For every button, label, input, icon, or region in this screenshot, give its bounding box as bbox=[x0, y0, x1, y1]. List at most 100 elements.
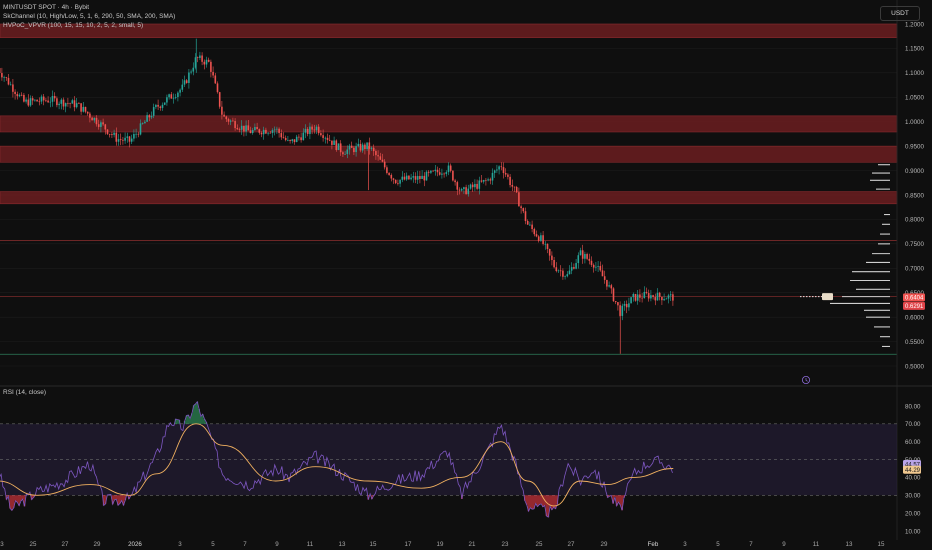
price-axis-tick-label: 1.1500 bbox=[905, 46, 924, 53]
candle-body bbox=[388, 172, 390, 175]
resistance-zone[interactable] bbox=[0, 115, 898, 133]
poc-marker[interactable] bbox=[822, 293, 833, 301]
candle-body bbox=[456, 182, 459, 190]
candle-body bbox=[469, 184, 472, 189]
candle-body bbox=[254, 127, 256, 131]
indicator-hvpoc-label[interactable]: HVPoC_VPVR (100, 15, 15, 10, 2, 5, 2, sm… bbox=[3, 22, 144, 29]
rsi-panel-label[interactable]: RSI (14, close) bbox=[3, 389, 46, 396]
candle-body bbox=[447, 165, 450, 173]
candle-body bbox=[443, 173, 445, 175]
candle-body bbox=[278, 128, 280, 134]
candle-body bbox=[597, 265, 599, 267]
candle-body bbox=[496, 169, 498, 171]
candle-body bbox=[124, 137, 126, 141]
candle-body bbox=[133, 134, 135, 139]
candle-body bbox=[155, 104, 157, 108]
candle-body bbox=[430, 170, 432, 173]
candle-body bbox=[5, 77, 8, 78]
x-axis-tick-label: 29 bbox=[601, 541, 608, 548]
candle-body bbox=[172, 97, 175, 99]
rsi-line[interactable] bbox=[0, 400, 673, 518]
candle-body bbox=[555, 267, 558, 272]
alert-clock-icon[interactable] bbox=[802, 375, 811, 384]
candle-body bbox=[634, 293, 637, 301]
secondary-price-label-bg bbox=[903, 301, 925, 310]
x-axis-tick-label: 3 bbox=[178, 541, 182, 548]
candle-body bbox=[177, 92, 179, 98]
candle-body bbox=[161, 104, 164, 108]
candle-body bbox=[337, 143, 340, 151]
x-axis-tick-label: 13 bbox=[339, 541, 346, 548]
candle-body bbox=[262, 129, 265, 135]
candle-body bbox=[179, 89, 181, 93]
candle-body bbox=[617, 302, 619, 306]
candle-body bbox=[672, 294, 674, 301]
candle-body bbox=[592, 264, 595, 268]
candle-body bbox=[91, 117, 93, 121]
candle-body bbox=[557, 270, 560, 272]
currency-unit-button[interactable]: USDT bbox=[880, 6, 920, 21]
candle-body bbox=[403, 176, 406, 180]
rsi-ma-line[interactable] bbox=[0, 423, 674, 507]
candle-body bbox=[460, 189, 463, 191]
candle-body bbox=[434, 169, 437, 171]
candle-body bbox=[449, 165, 452, 171]
candle-body bbox=[265, 129, 267, 134]
indicator-skchannel-label[interactable]: SkChannel (10, High/Low, 5, 1, 6, 290, 5… bbox=[3, 13, 176, 20]
candle-body bbox=[463, 187, 465, 190]
candle-body bbox=[465, 187, 467, 195]
candle-body bbox=[491, 172, 494, 181]
candle-body bbox=[339, 143, 342, 153]
candle-body bbox=[130, 138, 133, 142]
resistance-zone[interactable] bbox=[0, 191, 898, 205]
candle-body bbox=[111, 134, 113, 135]
candle-body bbox=[119, 139, 122, 140]
candle-body bbox=[471, 184, 474, 188]
candle-body bbox=[408, 175, 410, 180]
resistance-zone[interactable] bbox=[0, 145, 898, 163]
price-axis-tick-label: 0.5000 bbox=[905, 363, 924, 370]
x-axis-tick-label: 21 bbox=[469, 541, 476, 548]
candle-body bbox=[315, 126, 318, 131]
candle-body bbox=[201, 55, 203, 62]
candle-body bbox=[643, 291, 646, 299]
candle-body bbox=[174, 97, 177, 98]
candle-body bbox=[647, 293, 650, 299]
candle-body bbox=[67, 103, 69, 104]
candle-body bbox=[661, 296, 663, 301]
candle-body bbox=[599, 265, 602, 271]
candle-body bbox=[412, 176, 415, 178]
rsi-axis-tick-label: 30.00 bbox=[905, 493, 921, 500]
candle-body bbox=[359, 143, 362, 151]
candle-body bbox=[317, 126, 320, 134]
candles-group[interactable] bbox=[0, 51, 674, 321]
candle-body bbox=[476, 183, 478, 189]
candle-body bbox=[581, 250, 584, 259]
candle-body bbox=[320, 133, 322, 136]
candle-body bbox=[399, 179, 401, 184]
candle-body bbox=[58, 103, 60, 106]
candle-body bbox=[128, 136, 131, 142]
candle-body bbox=[234, 121, 236, 129]
candle-body bbox=[632, 293, 635, 298]
candle-body bbox=[482, 179, 485, 182]
candle-body bbox=[614, 301, 617, 303]
candle-body bbox=[45, 100, 47, 102]
candle-body bbox=[625, 303, 628, 308]
candle-body bbox=[401, 176, 404, 180]
candle-body bbox=[7, 77, 10, 85]
candle-body bbox=[326, 137, 329, 140]
candle-body bbox=[273, 129, 276, 131]
candle-body bbox=[322, 135, 324, 138]
symbol-title: MINTUSDT SPOT · 4h · Bybit bbox=[3, 4, 90, 11]
candle-body bbox=[438, 172, 441, 175]
x-axis-tick-label: 2026 bbox=[128, 541, 142, 548]
x-axis-tick-label: 17 bbox=[405, 541, 412, 548]
secondary-price-label: 0.6291 bbox=[905, 304, 924, 310]
candle-body bbox=[368, 142, 371, 149]
x-axis-tick-label: Feb bbox=[648, 541, 659, 548]
candle-body bbox=[667, 295, 670, 299]
candle-body bbox=[366, 142, 368, 150]
candle-body bbox=[232, 120, 234, 122]
